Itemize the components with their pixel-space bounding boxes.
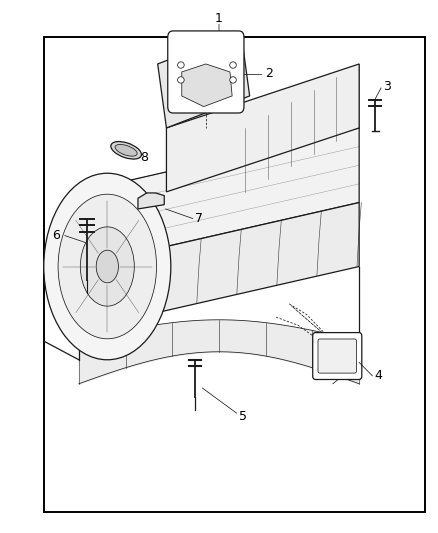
Polygon shape — [166, 64, 359, 192]
Ellipse shape — [115, 144, 137, 156]
Ellipse shape — [58, 194, 156, 339]
Text: 3: 3 — [383, 80, 391, 93]
Ellipse shape — [177, 77, 184, 83]
Text: 8: 8 — [140, 151, 148, 164]
FancyBboxPatch shape — [313, 333, 362, 379]
Text: 7: 7 — [195, 212, 203, 225]
Ellipse shape — [111, 142, 141, 159]
Ellipse shape — [44, 173, 171, 360]
Polygon shape — [79, 128, 359, 266]
Polygon shape — [182, 64, 232, 107]
Text: 5: 5 — [239, 410, 247, 423]
Polygon shape — [138, 193, 164, 209]
Polygon shape — [158, 32, 250, 128]
Text: 1: 1 — [215, 12, 223, 25]
Text: 2: 2 — [265, 67, 273, 80]
Ellipse shape — [230, 77, 237, 83]
FancyBboxPatch shape — [168, 31, 244, 113]
Ellipse shape — [230, 62, 237, 68]
Polygon shape — [79, 203, 359, 330]
FancyBboxPatch shape — [318, 339, 357, 373]
Text: 6: 6 — [53, 229, 60, 242]
Ellipse shape — [80, 227, 134, 306]
Ellipse shape — [177, 62, 184, 68]
Text: 4: 4 — [374, 369, 382, 382]
Ellipse shape — [96, 250, 118, 283]
